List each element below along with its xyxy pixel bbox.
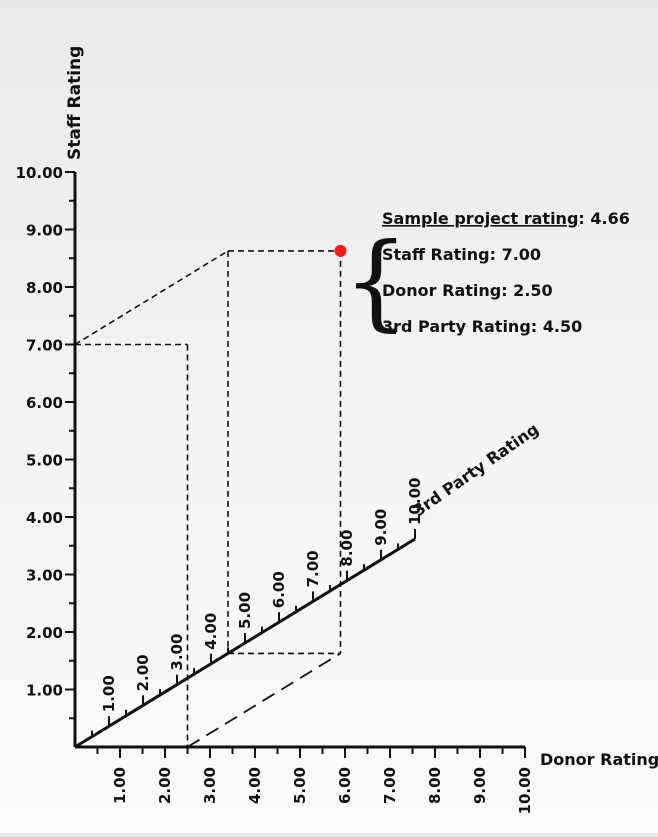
third-party-tick-label: 1.00 bbox=[100, 675, 118, 712]
axes-layer bbox=[73, 172, 525, 749]
sample-project-point bbox=[334, 244, 347, 257]
third-party-tick-label: 5.00 bbox=[236, 592, 254, 629]
donor-tick-label: 3.00 bbox=[201, 767, 219, 804]
point-layer bbox=[334, 244, 347, 257]
staff-axis-title: Staff Rating bbox=[65, 46, 85, 160]
staff-tick-label: 1.00 bbox=[26, 682, 63, 700]
third-party-tick-label: 6.00 bbox=[270, 571, 288, 608]
donor-tick-label: 4.00 bbox=[246, 767, 264, 804]
staff-tick-label: 10.00 bbox=[16, 164, 63, 182]
donor-tick-label: 2.00 bbox=[156, 767, 174, 804]
donor-axis-title: Donor Rating bbox=[540, 750, 658, 769]
annotation-brace: { bbox=[343, 220, 409, 342]
annotation-title: Sample project rating: 4.66 bbox=[382, 209, 630, 228]
annotation-third-party-rating: 3rd Party Rating: 4.50 bbox=[382, 317, 582, 336]
staff-tick-label: 9.00 bbox=[26, 222, 63, 240]
staff-tick-label: 4.00 bbox=[26, 509, 63, 527]
third-party-tick-label: 10.00 bbox=[406, 478, 424, 525]
guide-ground-donor-edge bbox=[187, 652, 341, 748]
third-party-tick-label: 8.00 bbox=[338, 530, 356, 567]
donor-tick-label: 6.00 bbox=[336, 767, 354, 804]
donor-tick-label: 5.00 bbox=[291, 767, 309, 804]
annotation-title-value: : 4.66 bbox=[578, 209, 629, 228]
annotation-staff-rating: Staff Rating: 7.00 bbox=[382, 245, 541, 264]
third-party-tick-label: 4.00 bbox=[202, 613, 220, 650]
third-party-tick-label: 2.00 bbox=[134, 654, 152, 691]
third-party-axis-title: 3rd Party Rating bbox=[409, 419, 542, 520]
third-party-tick-label: 9.00 bbox=[372, 509, 390, 546]
staff-tick-label: 6.00 bbox=[26, 394, 63, 412]
donor-tick-label: 10.00 bbox=[516, 767, 534, 814]
staff-tick-label: 3.00 bbox=[26, 567, 63, 585]
annotation-title-label: Sample project rating bbox=[382, 209, 578, 228]
donor-tick-label: 8.00 bbox=[426, 767, 444, 804]
staff-tick-label: 5.00 bbox=[26, 452, 63, 470]
third-party-tick-label: 3.00 bbox=[168, 634, 186, 671]
annotation-donor-rating: Donor Rating: 2.50 bbox=[382, 281, 553, 300]
guide-staff-third-party-edge bbox=[74, 250, 229, 346]
staff-tick-label: 8.00 bbox=[26, 279, 63, 297]
donor-tick-label: 7.00 bbox=[381, 767, 399, 804]
guide-lines-layer bbox=[74, 250, 342, 748]
staff-tick-label: 2.00 bbox=[26, 624, 63, 642]
third-party-tick-label: 7.00 bbox=[304, 550, 322, 587]
staff-tick-label: 7.00 bbox=[26, 337, 63, 355]
third-party-axis bbox=[74, 537, 416, 749]
donor-tick-label: 1.00 bbox=[111, 767, 129, 804]
tick-labels-layer: 1.00 2.00 3.00 4.00 5.00 6.00 7.00 8.00 9.00 10.0… bbox=[16, 164, 534, 814]
donor-tick-label: 9.00 bbox=[471, 767, 489, 804]
